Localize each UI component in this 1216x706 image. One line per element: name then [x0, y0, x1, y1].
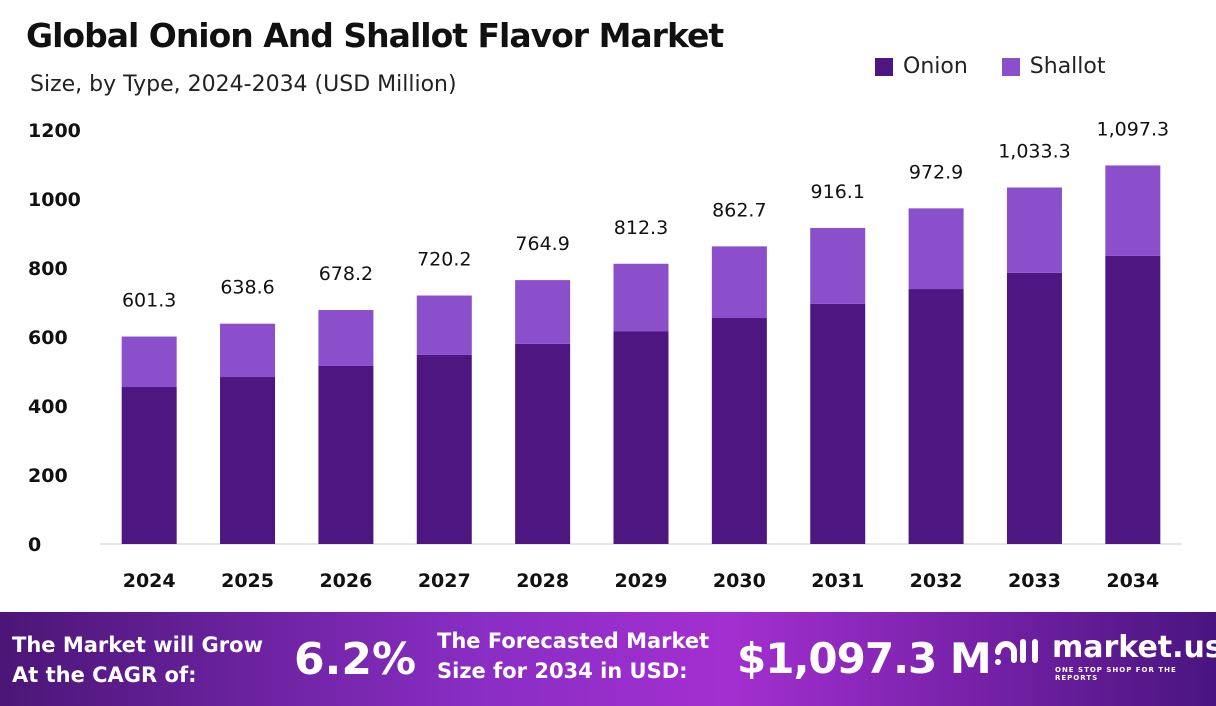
x-tick-label: 2029 [615, 570, 668, 592]
bar-shallot-2032 [908, 208, 964, 290]
cagr-value: 6.2% [294, 634, 417, 685]
x-tick-label: 2025 [221, 570, 274, 592]
x-tick-label: 2028 [516, 570, 569, 592]
cagr-label-1: The Market will Grow [12, 633, 263, 657]
bar-shallot-2026 [318, 310, 374, 366]
bar-onion-2030 [711, 318, 767, 544]
total-label: 812.3 [614, 217, 668, 239]
x-tick-label: 2026 [319, 570, 372, 592]
total-label: 972.9 [909, 161, 963, 183]
bar-shallot-2031 [810, 227, 866, 304]
legend-swatch-onion [875, 57, 893, 76]
legend-label: Shallot [1029, 54, 1106, 79]
legend-label: Onion [903, 54, 968, 79]
forecast-value: $1,097.3 M [737, 634, 992, 683]
bar-shallot-2029 [613, 263, 669, 332]
x-tick-label: 2030 [713, 570, 766, 592]
x-tick-label: 2031 [811, 570, 864, 592]
bar-shallot-2027 [416, 295, 472, 355]
bar-onion-2031 [810, 303, 866, 544]
total-label: 1,097.3 [1097, 118, 1170, 140]
total-label: 601.3 [122, 290, 176, 312]
bar-onion-2029 [613, 331, 669, 544]
y-tick-label: 1000 [28, 189, 81, 211]
bar-shallot-2034 [1105, 165, 1161, 256]
bar-shallot-2028 [515, 280, 571, 344]
total-label: 638.6 [220, 277, 274, 299]
bar-shallot-2025 [220, 323, 276, 378]
brand-name: market.us [1052, 630, 1216, 665]
brand-tagline: ONE STOP SHOP FOR THE REPORTS [1055, 666, 1177, 682]
forecast-label-1: The Forecasted Market [437, 629, 710, 653]
chart-subtitle: Size, by Type, 2024-2034 (USD Million) [30, 72, 457, 97]
y-tick-label: 200 [28, 465, 68, 487]
bar-onion-2033 [1006, 272, 1062, 544]
x-tick-label: 2027 [418, 570, 471, 592]
cagr-label-2: At the CAGR of: [12, 663, 197, 687]
legend-swatch-shallot [1001, 57, 1020, 76]
bar-shallot-2033 [1006, 187, 1062, 273]
total-label: 916.1 [811, 181, 865, 203]
bar-onion-2024 [121, 387, 177, 544]
bar-onion-2027 [416, 354, 472, 544]
bar-shallot-2030 [711, 246, 767, 319]
bar-onion-2032 [908, 289, 964, 544]
x-tick-label: 2034 [1106, 570, 1159, 592]
bar-onion-2026 [318, 365, 374, 544]
total-label: 720.2 [417, 249, 471, 271]
y-tick-label: 0 [28, 534, 41, 556]
y-tick-label: 1200 [28, 120, 81, 142]
total-label: 862.7 [712, 199, 766, 221]
total-label: 1,033.3 [998, 141, 1071, 163]
bar-onion-2025 [220, 377, 276, 544]
bar-shallot-2024 [121, 336, 177, 388]
footer-banner: The Market will Grow At the CAGR of: 6.2… [0, 612, 1216, 706]
total-label: 764.9 [515, 233, 569, 255]
x-tick-label: 2024 [123, 570, 176, 592]
y-tick-label: 600 [28, 327, 68, 349]
bar-onion-2034 [1105, 255, 1161, 545]
legend: Onion Shallot [875, 54, 1105, 79]
forecast-label-2: Size for 2034 in USD: [437, 659, 688, 683]
x-tick-label: 2033 [1008, 570, 1061, 592]
chart-title: Global Onion And Shallot Flavor Market [26, 16, 724, 55]
legend-item-shallot: Shallot [1001, 54, 1106, 79]
bar-chart: 0 200 400 600 800 1000 1200 601.3 2024 638.6 2025 6… [28, 118, 1182, 592]
y-tick-label: 400 [28, 396, 68, 418]
total-label: 678.2 [319, 263, 373, 285]
brand-logo-icon [992, 634, 1042, 670]
legend-item-onion: Onion [875, 54, 968, 79]
y-tick-label: 800 [28, 258, 68, 280]
bar-onion-2028 [515, 343, 571, 544]
x-tick-label: 2032 [910, 570, 963, 592]
